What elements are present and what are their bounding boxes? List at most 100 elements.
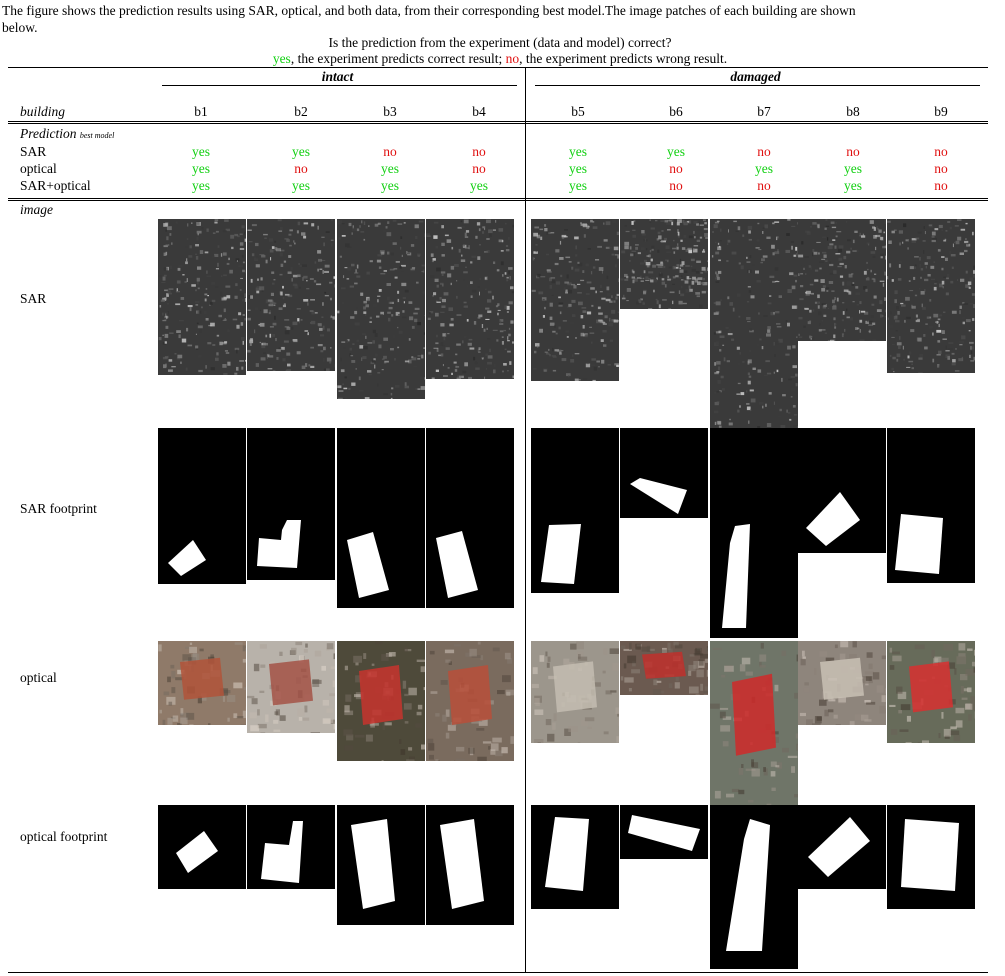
optical-footprint-b2 <box>247 805 335 889</box>
sar-image-b8 <box>798 219 886 341</box>
prediction-sar-optical-b2: yes <box>292 178 310 193</box>
building-header-9: b9 <box>934 104 948 119</box>
building-header-8: b8 <box>846 104 860 119</box>
building-header-5: b5 <box>571 104 585 119</box>
optical-image-b7 <box>710 641 798 805</box>
group-damaged: damaged <box>730 69 781 84</box>
sar-footprint-b4 <box>426 428 514 608</box>
figure-caption-line1: The figure shows the prediction results … <box>2 3 856 18</box>
prediction-sar-optical-b7: no <box>757 178 771 193</box>
group-divider <box>525 67 526 972</box>
question-line: Is the prediction from the experiment (d… <box>328 35 672 50</box>
figure-caption-line2: below. <box>2 20 38 35</box>
optical-footprint-b9 <box>887 805 975 909</box>
prediction-sar-optical-b1: yes <box>192 178 210 193</box>
sar-image-b4 <box>426 219 514 379</box>
prediction-optical-b6: no <box>669 161 683 176</box>
row-label-optical: optical <box>20 670 57 685</box>
sar-footprint-b8 <box>798 428 886 553</box>
sar-image-b6 <box>620 219 708 309</box>
prediction-sar-b1: yes <box>192 144 210 159</box>
legend-no-word: no <box>505 51 520 66</box>
prediction-sar-b9: no <box>934 144 948 159</box>
prediction-optical-b2: no <box>294 161 308 176</box>
legend-no-text: , the experiment predicts wrong result. <box>519 51 728 66</box>
prediction-optical-b8: yes <box>844 161 862 176</box>
prediction-title: Prediction best model <box>20 126 114 144</box>
legend-line: yes, the experiment predicts correct res… <box>0 51 1000 67</box>
header-rule <box>8 121 988 122</box>
optical-footprint-b6 <box>620 805 708 859</box>
legend-yes-word: yes <box>272 51 291 66</box>
prediction-sar-optical-b5: yes <box>569 178 587 193</box>
sar-footprint-b7 <box>710 428 798 638</box>
optical-footprint-b8 <box>798 805 886 889</box>
optical-image-b5 <box>531 641 619 743</box>
optical-image-b8 <box>798 641 886 725</box>
building-header-2: b2 <box>294 104 308 119</box>
prediction-optical-b1: yes <box>192 161 210 176</box>
building-header-6: b6 <box>669 104 683 119</box>
header-rule-2 <box>8 123 988 124</box>
prediction-optical-b3: yes <box>381 161 399 176</box>
sar-footprint-b1 <box>158 428 246 584</box>
row-label-optical-footprint: optical footprint <box>20 829 108 844</box>
bottom-rule <box>8 972 988 973</box>
prediction-sar-optical-b4: yes <box>470 178 488 193</box>
optical-image-b6 <box>620 641 708 695</box>
building-header-3: b3 <box>383 104 397 119</box>
damaged-rule <box>535 85 980 86</box>
prediction-sar-b8: no <box>846 144 860 159</box>
sar-footprint-b9 <box>887 428 975 583</box>
optical-footprint-b5 <box>531 805 619 909</box>
prediction-sar-b6: yes <box>667 144 685 159</box>
prediction-sar-b5: yes <box>569 144 587 159</box>
prediction-sar-optical-b8: yes <box>844 178 862 193</box>
prediction-title-text: Prediction <box>20 126 77 141</box>
intact-rule <box>162 85 517 86</box>
row-label-sar: SAR <box>20 291 47 306</box>
optical-footprint-b1 <box>158 805 246 889</box>
optical-image-b3 <box>337 641 425 761</box>
building-header-7: b7 <box>757 104 771 119</box>
optical-image-b9 <box>887 641 975 743</box>
prediction-label-optical: optical <box>20 161 57 176</box>
sar-image-b1 <box>158 219 246 375</box>
prediction-sar-optical-b3: yes <box>381 178 399 193</box>
optical-footprint-b7 <box>710 805 798 969</box>
prediction-optical-b9: no <box>934 161 948 176</box>
sar-image-b5 <box>531 219 619 381</box>
prediction-optical-b7: yes <box>755 161 773 176</box>
prediction-subtitle: best model <box>79 131 115 140</box>
group-intact: intact <box>321 69 354 84</box>
prediction-label-sar-optical: SAR+optical <box>20 178 91 193</box>
optical-image-b4 <box>426 641 514 761</box>
top-rule <box>8 67 988 68</box>
prediction-sar-b4: no <box>472 144 486 159</box>
image-section-title: image <box>20 202 53 217</box>
sar-footprint-b3 <box>337 428 425 608</box>
sar-image-b7 <box>710 219 798 429</box>
prediction-optical-b5: yes <box>569 161 587 176</box>
sar-footprint-b5 <box>531 428 619 593</box>
optical-image-b1 <box>158 641 246 725</box>
prediction-rule-2 <box>8 200 988 201</box>
prediction-label-sar: SAR <box>20 144 47 159</box>
legend-yes-text: , the experiment predicts correct result… <box>290 51 506 66</box>
prediction-sar-b3: no <box>383 144 397 159</box>
optical-image-b2 <box>247 641 335 733</box>
optical-footprint-b3 <box>337 805 425 925</box>
prediction-sar-b7: no <box>757 144 771 159</box>
optical-footprint-b4 <box>426 805 514 925</box>
prediction-sar-optical-b6: no <box>669 178 683 193</box>
sar-image-b9 <box>887 219 975 373</box>
sar-image-b3 <box>337 219 425 399</box>
prediction-sar-optical-b9: no <box>934 178 948 193</box>
building-header-4: b4 <box>472 104 486 119</box>
prediction-optical-b4: no <box>472 161 486 176</box>
building-header: building <box>20 104 66 119</box>
row-label-sar-footprint: SAR footprint <box>20 501 97 516</box>
sar-image-b2 <box>247 219 335 371</box>
sar-footprint-b6 <box>620 428 708 518</box>
prediction-rule <box>8 198 988 199</box>
